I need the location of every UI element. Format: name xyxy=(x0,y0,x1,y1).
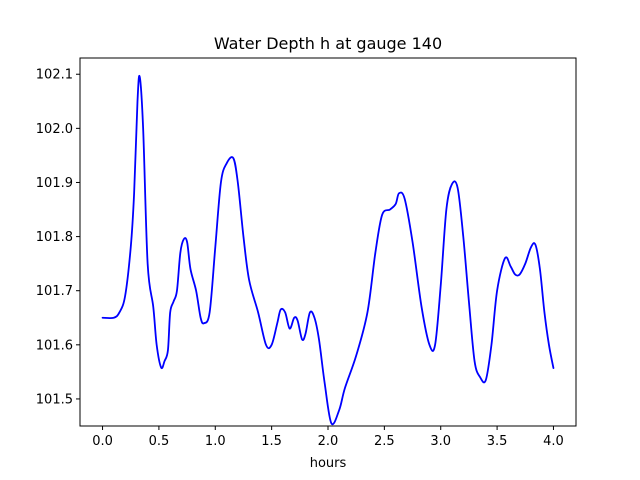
x-tick-label: 0.0 xyxy=(92,434,113,449)
y-tick-label: 101.6 xyxy=(36,338,73,353)
y-tick-label: 102.0 xyxy=(36,122,73,137)
y-tick-label: 102.1 xyxy=(36,68,73,83)
x-tick-label: 4.0 xyxy=(543,434,564,449)
y-axis-ticks: 101.5 101.6 101.7 101.8 101.9 102.0 102.1 xyxy=(36,68,80,407)
x-tick-label: 2.0 xyxy=(318,434,339,449)
x-tick-label: 1.5 xyxy=(261,434,282,449)
x-tick-label: 1.0 xyxy=(205,434,226,449)
series-line xyxy=(101,74,555,426)
chart-title: Water Depth h at gauge 140 xyxy=(214,34,442,53)
axes-frame xyxy=(79,57,577,427)
x-tick-label: 0.5 xyxy=(149,434,170,449)
y-tick-label: 101.7 xyxy=(36,284,73,299)
x-axis-label: hours xyxy=(310,456,347,471)
y-tick-label: 101.9 xyxy=(36,176,73,191)
y-tick-label: 101.5 xyxy=(36,392,73,407)
x-tick-label: 3.0 xyxy=(430,434,451,449)
x-axis-ticks: 0.0 0.5 1.0 1.5 2.0 2.5 3.0 3.5 4.0 xyxy=(92,426,564,449)
x-tick-label: 3.5 xyxy=(487,434,508,449)
plot-area xyxy=(101,74,555,426)
x-tick-label: 2.5 xyxy=(374,434,395,449)
y-tick-label: 101.8 xyxy=(36,230,73,245)
